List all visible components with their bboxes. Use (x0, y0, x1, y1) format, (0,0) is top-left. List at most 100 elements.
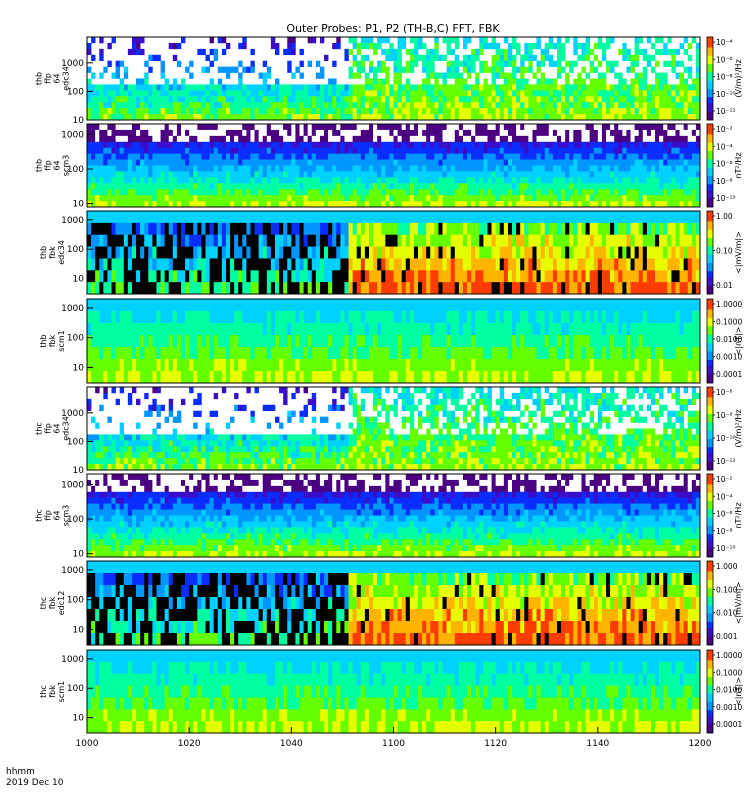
spectrogram-cell (279, 90, 284, 97)
spectrogram-cell (160, 153, 165, 160)
spectrogram-cell (238, 234, 243, 247)
spectrogram-cell (377, 129, 382, 137)
spectrogram-cell (156, 195, 161, 202)
spectrogram-cell (667, 177, 672, 184)
spectrogram-cell (638, 177, 644, 184)
spectrogram-cell (548, 282, 554, 295)
spectrogram-cell (242, 66, 247, 73)
spectrogram-cell (503, 177, 509, 184)
spectrogram-cell (597, 234, 603, 247)
spectrogram-cell (499, 246, 505, 259)
spectrogram-cell (168, 222, 174, 236)
spectrogram-cell (524, 177, 529, 184)
spectrogram-cell (328, 201, 333, 208)
spectrogram-cell (140, 177, 145, 184)
spectrogram-cell (238, 60, 243, 67)
spectrogram-cell (667, 141, 672, 149)
spectrogram-cell (193, 165, 198, 172)
spectrogram-cell (172, 347, 178, 360)
spectrogram-cell (606, 96, 611, 103)
spectrogram-cell (119, 335, 125, 348)
spectrogram-cell (528, 48, 533, 56)
spectrogram-cell (487, 66, 492, 73)
spectrogram-cell (507, 195, 513, 202)
spectrogram-cell (111, 108, 116, 115)
spectrogram-cell (495, 129, 501, 137)
spectrogram-cell (418, 90, 423, 97)
spectrogram-cell (589, 141, 595, 149)
spectrogram-cell (581, 222, 586, 236)
spectrogram-cell (136, 177, 141, 184)
spectrogram-cell (381, 159, 386, 166)
spectrogram-cell (311, 201, 317, 208)
spectrogram-cell (581, 159, 586, 166)
spectrogram-cell (659, 189, 664, 196)
spectrogram-cell (291, 114, 296, 121)
spectrogram-cell (140, 335, 145, 348)
spectrogram-cell (548, 90, 554, 97)
spectrogram-cell (307, 60, 313, 67)
spectrogram-cell (115, 96, 120, 103)
spectrogram-cell (430, 108, 435, 115)
spectrogram-cell (516, 282, 521, 295)
spectrogram-cell (291, 129, 296, 137)
spectrogram-cell (544, 195, 550, 202)
spectrogram-cell (695, 189, 701, 196)
spectrogram-cell (655, 108, 660, 115)
spectrogram-cell (520, 153, 525, 160)
spectrogram-cell (683, 246, 689, 259)
spectrogram-cell (340, 135, 345, 143)
spectrogram-cell (87, 141, 92, 149)
spectrogram-cell (140, 171, 145, 178)
spectrogram-cell (642, 222, 648, 236)
spectrogram-cell (95, 211, 100, 224)
spectrogram-cell (499, 60, 505, 67)
spectrogram-cell (540, 147, 546, 154)
spectrogram-cell (262, 246, 268, 259)
colorbar-swatch (707, 279, 713, 282)
spectrogram-cell (446, 102, 452, 109)
spectrogram-cell (287, 129, 292, 137)
spectrogram-cell (373, 114, 378, 121)
spectrogram-cell (462, 37, 468, 44)
spectrogram-cell (209, 347, 214, 360)
spectrogram-cell (520, 211, 525, 224)
spectrogram-cell (250, 114, 255, 121)
spectrogram-cell (418, 135, 423, 143)
spectrogram-cell (213, 54, 219, 62)
spectrogram-cell (565, 108, 570, 115)
spectrogram-cell (507, 246, 513, 259)
spectrogram-cell (270, 165, 276, 172)
spectrogram-cell (95, 371, 100, 384)
spectrogram-cell (695, 195, 701, 202)
spectrogram-cell (691, 108, 697, 115)
spectrogram-cell (524, 42, 529, 50)
spectrogram-cell (589, 195, 595, 202)
spectrogram-cell (99, 141, 104, 149)
spectrogram-cell (324, 270, 329, 283)
spectrogram-cell (593, 90, 599, 97)
spectrogram-cell (332, 171, 337, 178)
spectrogram-cell (344, 246, 349, 259)
spectrogram-cell (561, 129, 566, 137)
spectrogram-cell (520, 78, 525, 85)
spectrogram-cell (418, 37, 423, 44)
spectrogram-cell (242, 195, 247, 202)
spectrogram-cell (512, 159, 517, 166)
spectrogram-cell (185, 323, 190, 336)
spectrogram-cell (344, 211, 349, 224)
spectrogram-cell (189, 201, 194, 208)
spectrogram-cell (393, 102, 398, 109)
spectrogram-cell (254, 102, 259, 109)
spectrogram-cell (352, 282, 358, 295)
spectrogram-cell (630, 66, 635, 73)
spectrogram-cell (164, 102, 170, 109)
spectrogram-cell (573, 222, 578, 236)
spectrogram-cell (471, 60, 476, 67)
spectrogram-cell (650, 189, 656, 196)
spectrogram-cell (434, 258, 439, 271)
spectrogram-cell (254, 84, 259, 91)
spectrogram-cell (528, 84, 533, 91)
spectrogram-cell (131, 211, 137, 224)
spectrogram-cell (413, 165, 419, 172)
